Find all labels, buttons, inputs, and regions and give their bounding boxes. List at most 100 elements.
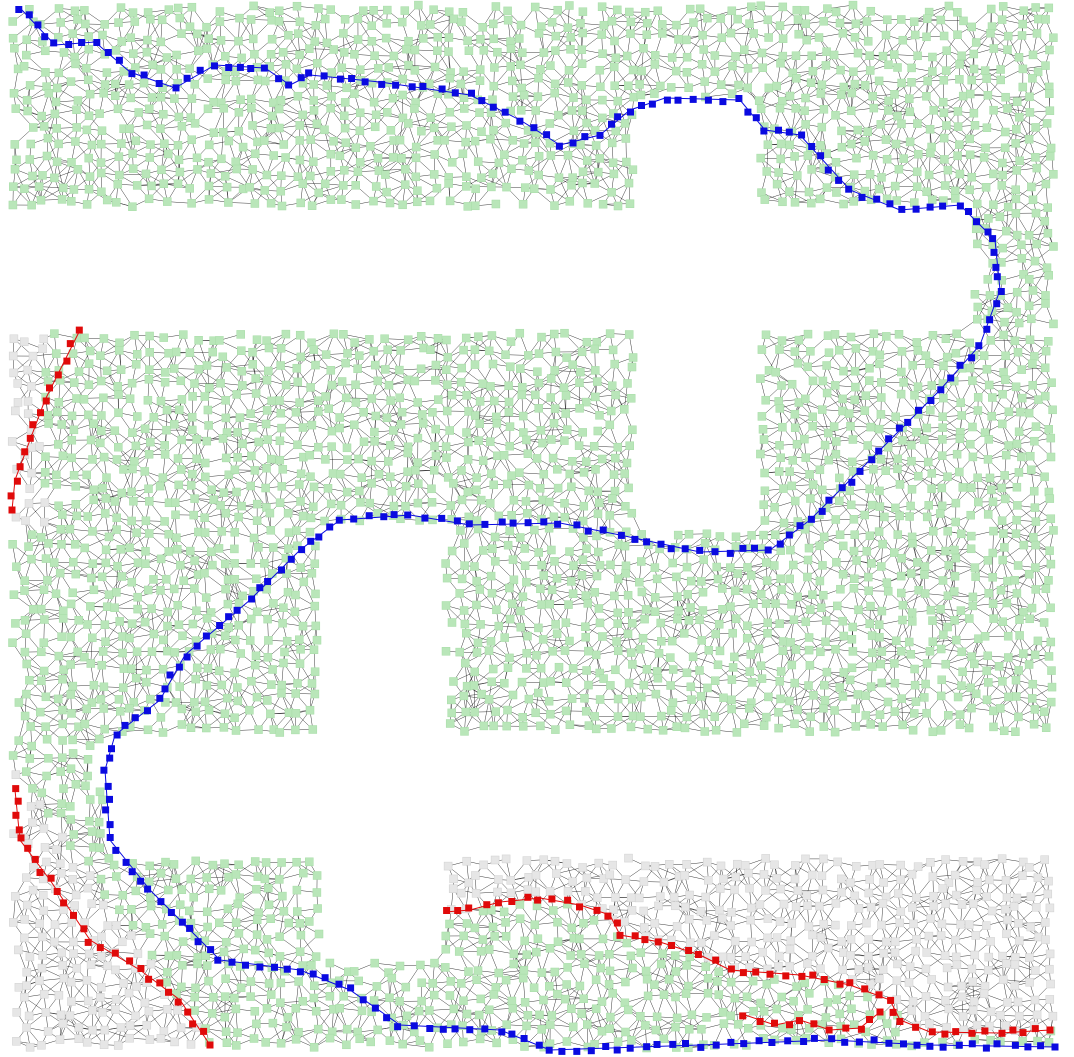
roadmap-node <box>41 68 50 77</box>
roadmap-node <box>276 95 286 105</box>
roadmap-node <box>67 709 76 718</box>
roadmap-node <box>353 167 363 176</box>
roadmap-node <box>982 892 991 901</box>
red-path-node <box>63 357 71 365</box>
roadmap-node <box>559 383 569 392</box>
roadmap-node <box>777 585 786 594</box>
roadmap-node <box>502 1020 511 1029</box>
roadmap-node <box>907 63 916 73</box>
roadmap-node <box>112 588 121 597</box>
roadmap-node <box>163 1005 172 1014</box>
roadmap-node <box>337 63 347 73</box>
roadmap-node <box>1002 598 1012 608</box>
roadmap-node <box>441 963 450 972</box>
blue-path-node <box>157 898 165 906</box>
roadmap-node <box>282 569 291 578</box>
roadmap-node <box>819 105 829 114</box>
roadmap-node <box>718 1008 728 1017</box>
roadmap-node <box>538 438 547 448</box>
blue-path-node <box>489 103 497 111</box>
roadmap-node <box>530 525 539 535</box>
roadmap-node <box>790 152 799 161</box>
roadmap-node <box>565 1 574 10</box>
roadmap-node <box>159 109 168 119</box>
roadmap-node <box>970 121 980 130</box>
roadmap-node <box>1010 336 1020 346</box>
roadmap-node <box>710 931 719 940</box>
roadmap-node <box>711 629 720 639</box>
roadmap-node <box>429 170 439 179</box>
roadmap-node <box>733 14 742 24</box>
roadmap-node <box>38 874 48 884</box>
roadmap-node <box>284 918 294 928</box>
roadmap-node <box>778 197 787 207</box>
roadmap-node <box>69 185 79 194</box>
roadmap-node <box>779 899 789 909</box>
roadmap-node <box>298 110 307 120</box>
roadmap-node <box>446 501 456 510</box>
blue-path-node <box>602 1043 610 1050</box>
roadmap-node <box>67 158 76 167</box>
roadmap-node <box>1033 873 1043 882</box>
roadmap-node <box>577 81 586 90</box>
blue-path-node <box>993 273 1001 281</box>
blue-path-node <box>704 96 712 104</box>
roadmap-node <box>218 352 228 362</box>
roadmap-node <box>38 890 48 900</box>
roadmap-node <box>216 886 226 895</box>
roadmap-node <box>1001 876 1011 885</box>
roadmap-node <box>626 29 635 38</box>
roadmap-node <box>686 576 696 586</box>
blue-path-node <box>719 98 727 106</box>
roadmap-node <box>142 1020 152 1030</box>
roadmap-node <box>472 975 481 984</box>
roadmap-node <box>567 180 576 190</box>
roadmap-node <box>85 346 95 356</box>
roadmap-node <box>891 412 900 422</box>
roadmap-node <box>966 439 975 449</box>
roadmap-node <box>1017 240 1026 250</box>
roadmap-node <box>577 347 587 357</box>
roadmap-node <box>162 977 171 987</box>
blue-path-node <box>885 435 893 443</box>
roadmap-node <box>1044 3 1054 13</box>
roadmap-node <box>518 48 527 57</box>
roadmap-node <box>999 368 1008 377</box>
roadmap-node <box>581 622 590 631</box>
roadmap-node <box>340 15 350 24</box>
roadmap-node <box>261 858 271 867</box>
roadmap-node <box>133 949 143 958</box>
roadmap-node <box>659 1034 669 1044</box>
roadmap-node <box>666 706 676 715</box>
roadmap-node <box>43 410 53 420</box>
roadmap-node <box>250 1007 260 1016</box>
roadmap-node <box>864 888 874 898</box>
roadmap-node <box>518 722 528 731</box>
roadmap-node <box>129 496 138 506</box>
roadmap-node <box>266 709 275 719</box>
roadmap-node <box>830 727 840 737</box>
roadmap-node <box>146 140 155 149</box>
roadmap-node <box>731 614 741 623</box>
roadmap-node <box>133 412 142 421</box>
red-path-node <box>508 898 516 905</box>
roadmap-node <box>860 406 870 415</box>
roadmap-node <box>981 183 991 192</box>
roadmap-node <box>985 473 995 483</box>
roadmap-node <box>158 473 168 482</box>
roadmap-node <box>447 708 456 718</box>
roadmap-node <box>274 17 284 26</box>
red-path-node <box>782 972 790 980</box>
roadmap-node <box>727 908 736 917</box>
roadmap-node <box>672 572 681 582</box>
roadmap-node <box>584 721 594 730</box>
roadmap-node <box>956 606 966 615</box>
roadmap-node <box>984 966 993 975</box>
roadmap-node <box>231 76 241 86</box>
roadmap-node <box>142 677 151 687</box>
roadmap-node <box>472 648 482 657</box>
blue-path-node <box>1011 1041 1019 1049</box>
roadmap-node <box>848 647 858 656</box>
roadmap-node <box>865 51 874 60</box>
roadmap-node <box>927 469 937 478</box>
